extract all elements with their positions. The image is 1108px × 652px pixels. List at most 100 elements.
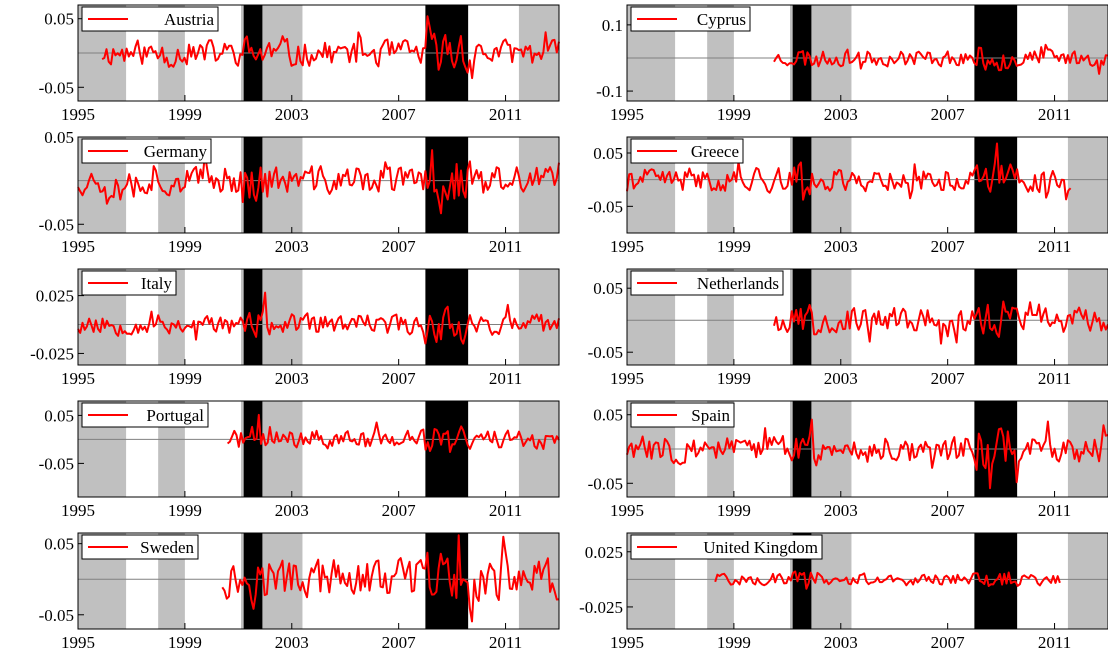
x-tick-label: 1995 — [61, 105, 95, 124]
x-tick-label: 2011 — [1038, 105, 1071, 124]
x-tick-label: 2011 — [489, 633, 522, 652]
x-tick-label: 1995 — [610, 237, 644, 256]
x-tick-label: 1995 — [61, 237, 95, 256]
x-tick-label: 1999 — [717, 237, 751, 256]
series-line-italy — [77, 291, 560, 345]
x-tick-label: 2007 — [382, 105, 417, 124]
plot-frame — [626, 532, 1108, 630]
recession-shade — [243, 269, 263, 365]
grey-shade — [518, 269, 559, 365]
y-tick-label: -0.1 — [596, 82, 623, 101]
series-line-portugal — [226, 413, 560, 453]
legend-label: Germany — [144, 142, 208, 161]
series-line-cyprus — [773, 43, 1108, 75]
x-tick-label: 2007 — [931, 237, 966, 256]
x-tick-label: 2003 — [824, 633, 858, 652]
x-tick-label: 2007 — [382, 633, 417, 652]
y-tick-label: -0.05 — [39, 78, 74, 97]
x-tick-label: 1999 — [717, 369, 751, 388]
series-line-greece — [626, 142, 1072, 201]
y-tick-label: -0.05 — [39, 454, 74, 473]
x-tick-label: 2011 — [489, 237, 522, 256]
x-tick-label: 2003 — [824, 369, 858, 388]
y-tick-label: -0.05 — [588, 197, 623, 216]
panel-cyprus: 0.1 -0.1 1995 1999 2003 2007 2011 Cyprus — [596, 4, 1108, 124]
recession-shade — [425, 401, 469, 497]
grey-shade — [1067, 137, 1108, 233]
x-tick-label: 1995 — [610, 369, 644, 388]
y-tick-label: 0.05 — [44, 128, 74, 147]
panel-austria: 0.05 -0.05 1995 1999 2003 2007 2011 Austria — [39, 4, 560, 124]
series-line-germany — [77, 149, 560, 215]
legend-label: Austria — [164, 10, 215, 29]
y-tick-label: 0.05 — [44, 406, 74, 425]
x-tick-label: 1999 — [168, 105, 202, 124]
grey-shade — [1067, 533, 1108, 629]
panel-sweden: 0.05 -0.05 1995 1999 2003 2007 2011 Sweden — [39, 532, 560, 652]
y-tick-label: 0.05 — [44, 10, 74, 29]
x-tick-label: 2007 — [931, 633, 966, 652]
panel-united-kingdom: 0.025 -0.025 1995 1999 2003 2007 2011 United Ki… — [579, 532, 1108, 652]
x-tick-label: 2003 — [824, 237, 858, 256]
x-tick-label: 2011 — [489, 369, 522, 388]
y-tick-label: 0.025 — [36, 287, 74, 306]
series-line-austria — [101, 15, 560, 80]
grey-shade — [518, 533, 559, 629]
x-tick-label: 1999 — [168, 369, 202, 388]
plot-frame — [77, 136, 560, 234]
x-tick-label: 2007 — [931, 105, 966, 124]
plot-frame — [77, 4, 560, 102]
recession-shade — [425, 269, 469, 365]
legend-label: Spain — [691, 406, 730, 425]
x-tick-label: 1995 — [610, 501, 644, 520]
x-tick-label: 2007 — [931, 501, 966, 520]
series-line-united-kingdom — [714, 570, 1061, 590]
x-tick-label: 2003 — [824, 501, 858, 520]
y-tick-label: -0.05 — [588, 343, 623, 362]
x-tick-label: 1999 — [168, 633, 202, 652]
x-tick-label: 2003 — [275, 105, 309, 124]
x-tick-label: 1999 — [717, 501, 751, 520]
legend-label: Cyprus — [697, 10, 746, 29]
x-tick-label: 2007 — [931, 369, 966, 388]
plot-frame — [626, 268, 1108, 366]
panel-netherlands: 0.05 -0.05 1995 1999 2003 2007 2011 Netherlands — [588, 268, 1108, 388]
legend-label: Italy — [141, 274, 173, 293]
plot-frame — [626, 136, 1108, 234]
x-tick-label: 2003 — [275, 369, 309, 388]
x-tick-label: 1995 — [61, 633, 95, 652]
x-tick-label: 2011 — [1038, 633, 1071, 652]
y-tick-label: 0.05 — [593, 279, 623, 298]
x-tick-label: 1999 — [168, 237, 202, 256]
x-tick-label: 2007 — [382, 501, 417, 520]
grey-shade — [518, 401, 559, 497]
legend-label: Sweden — [140, 538, 194, 557]
x-tick-label: 2011 — [1038, 369, 1071, 388]
y-tick-label: -0.05 — [39, 215, 74, 234]
plot-frame — [626, 400, 1108, 498]
y-tick-label: 0.05 — [593, 144, 623, 163]
y-tick-label: -0.05 — [39, 606, 74, 625]
y-tick-label: 0.025 — [585, 543, 623, 562]
y-tick-label: 0.05 — [44, 535, 74, 554]
x-tick-label: 1999 — [168, 501, 202, 520]
y-tick-label: -0.05 — [588, 474, 623, 493]
plot-frame — [77, 268, 560, 366]
y-tick-label: 0.1 — [602, 16, 623, 35]
legend-label: Netherlands — [697, 274, 779, 293]
x-tick-label: 1999 — [717, 633, 751, 652]
recession-shade — [243, 533, 263, 629]
panel-portugal: 0.05 -0.05 1995 1999 2003 2007 2011 Portugal — [39, 400, 560, 520]
x-tick-label: 1995 — [610, 633, 644, 652]
legend-label: Portugal — [146, 406, 204, 425]
x-tick-label: 2011 — [1038, 237, 1071, 256]
x-tick-label: 2011 — [489, 501, 522, 520]
x-tick-label: 1999 — [717, 105, 751, 124]
panel-spain: 0.05 -0.05 1995 1999 2003 2007 2011 Spain — [588, 400, 1108, 520]
panel-greece: 0.05 -0.05 1995 1999 2003 2007 2011 Greece — [588, 136, 1108, 256]
x-tick-label: 1995 — [61, 501, 95, 520]
plot-frame — [77, 400, 560, 498]
grey-shade — [1067, 269, 1108, 365]
x-tick-label: 2007 — [382, 369, 417, 388]
